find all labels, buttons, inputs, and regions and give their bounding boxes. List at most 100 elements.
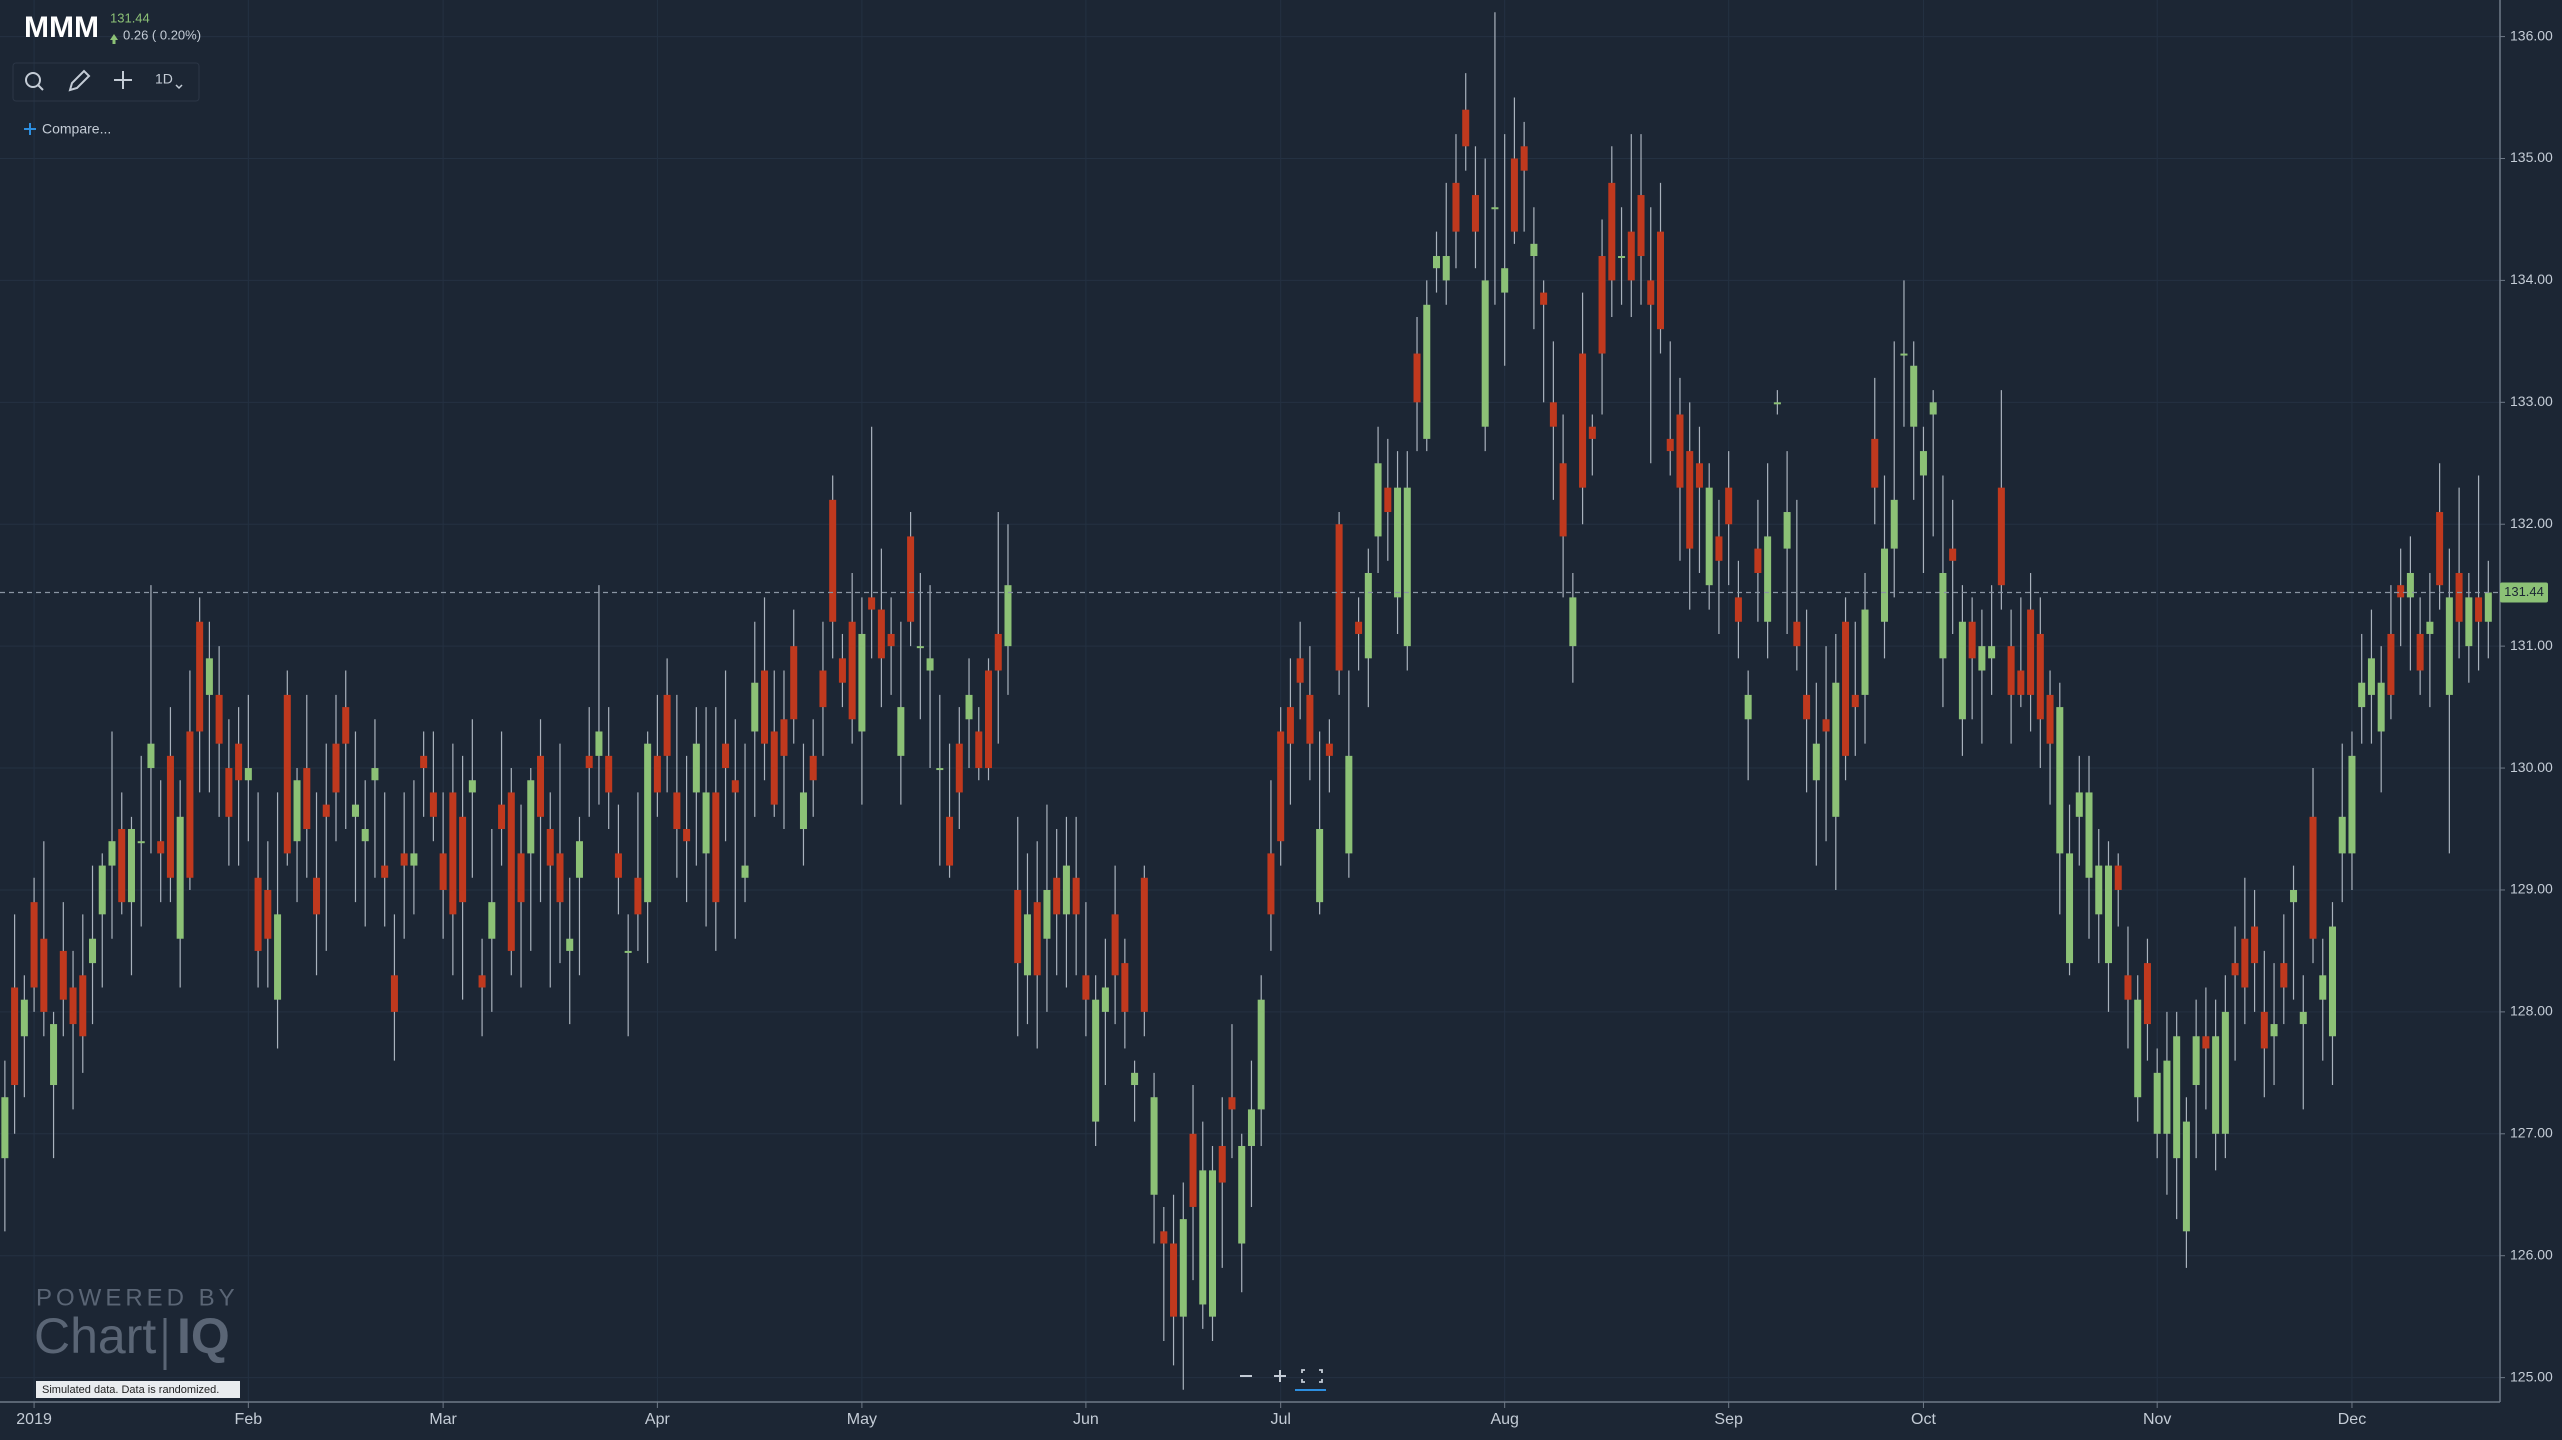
candle-body (653, 755, 661, 793)
candle-body (1744, 694, 1752, 720)
candle-body (127, 829, 135, 903)
compare[interactable]: Compare... (42, 121, 111, 137)
current-price-label: 131.44 (2504, 584, 2544, 599)
x-tick-label: Dec (2338, 1411, 2366, 1428)
candle-body (400, 853, 408, 866)
candle-body (1481, 280, 1489, 427)
candle-body (2445, 597, 2453, 695)
candle-body (2036, 633, 2044, 720)
y-tick-label: 135.00 (2510, 149, 2553, 165)
interval[interactable]: 1D (155, 71, 173, 87)
candle-body (2319, 975, 2327, 1000)
candle-body (955, 743, 963, 793)
candle-body (40, 938, 48, 1012)
candle-body (50, 1024, 58, 1086)
candle-body (2085, 792, 2093, 878)
candles (1, 12, 2492, 1390)
candle-body (449, 792, 457, 915)
y-tick-label: 134.00 (2510, 271, 2553, 287)
compare-plus[interactable] (24, 123, 36, 135)
candle-body (1033, 902, 1041, 976)
candle-body (741, 865, 749, 878)
candle-body (1695, 463, 1703, 488)
candle-body (313, 877, 321, 915)
candle-body (2182, 1121, 2190, 1232)
candle-body (1043, 889, 1051, 939)
x-tick-label: May (847, 1411, 877, 1428)
fullscreen[interactable] (1301, 1369, 1323, 1383)
candle-body (1890, 499, 1898, 549)
candle-body (1666, 438, 1674, 452)
candle-body (1062, 865, 1070, 915)
candle-body (244, 768, 252, 781)
candle-body (2075, 792, 2083, 817)
candle-body (11, 987, 19, 1086)
candle-body (1345, 755, 1353, 854)
candle-body (507, 792, 515, 951)
candle-body (1023, 914, 1031, 976)
powered-by: POWERED BY (36, 1284, 239, 1311)
price: 131.44 (110, 10, 150, 25)
candle-body (595, 731, 603, 756)
candle-body (1179, 1219, 1187, 1317)
candle-body (283, 694, 291, 854)
candle-body (702, 792, 710, 854)
draw-icon[interactable] (68, 69, 91, 92)
change: 0.26 ( 0.20%) (123, 27, 201, 42)
zoom-in[interactable] (1274, 1370, 1286, 1382)
candle-body (673, 792, 681, 830)
candle-body (157, 841, 165, 854)
candle-body (1355, 621, 1363, 634)
candle-body (1978, 646, 1986, 671)
candle-body (488, 902, 496, 939)
candle-body (1530, 243, 1538, 257)
x-tick-label: 2019 (16, 1411, 52, 1428)
candle-body (459, 816, 467, 903)
candle-body (2153, 1072, 2161, 1134)
y-tick-label: 130.00 (2510, 759, 2553, 775)
y-tick-label: 132.00 (2510, 515, 2553, 531)
candle-body (1822, 719, 1830, 732)
candle-body (1121, 963, 1129, 1012)
candle-body (722, 743, 730, 769)
candle-body (1072, 877, 1080, 915)
candle-body (2066, 853, 2074, 964)
logo-iq: IQ (177, 1308, 230, 1364)
candle-body (868, 597, 876, 610)
candle-body (1335, 524, 1343, 671)
candle-body (1208, 1170, 1217, 1317)
candle-body (1364, 572, 1372, 659)
candle-body (186, 731, 194, 878)
candle-body (1189, 1133, 1197, 1207)
candle-body (2251, 926, 2259, 964)
candle-body (2124, 975, 2132, 1000)
candle-body (1384, 487, 1392, 513)
candle-body (1968, 621, 1976, 659)
candle-body (1501, 268, 1509, 293)
candle-body (751, 682, 759, 732)
candle-body (1559, 463, 1567, 537)
crosshair-icon[interactable] (114, 71, 132, 89)
candle-body (1773, 402, 1781, 405)
candle-body (429, 792, 437, 817)
candle-body (1491, 207, 1499, 210)
interval-chevron[interactable] (175, 84, 183, 90)
candle-body (2134, 999, 2142, 1098)
candle-body (2017, 670, 2025, 695)
candle-body (1471, 195, 1479, 232)
candle-body (790, 646, 798, 720)
search-icon[interactable] (25, 72, 41, 88)
candle-body (2348, 755, 2356, 854)
candle-body (946, 816, 954, 866)
candle-body (1656, 231, 1665, 330)
candle-body (1812, 743, 1820, 781)
candle-body (361, 829, 369, 842)
candle-body (1793, 621, 1801, 647)
candle-body (2270, 1024, 2278, 1037)
candle-body (926, 658, 934, 671)
x-tick-label: Aug (1490, 1411, 1518, 1428)
candle-body (468, 780, 476, 793)
candle-body (1510, 158, 1518, 232)
candle-body (1432, 256, 1441, 269)
y-tick-label: 129.00 (2510, 881, 2553, 897)
